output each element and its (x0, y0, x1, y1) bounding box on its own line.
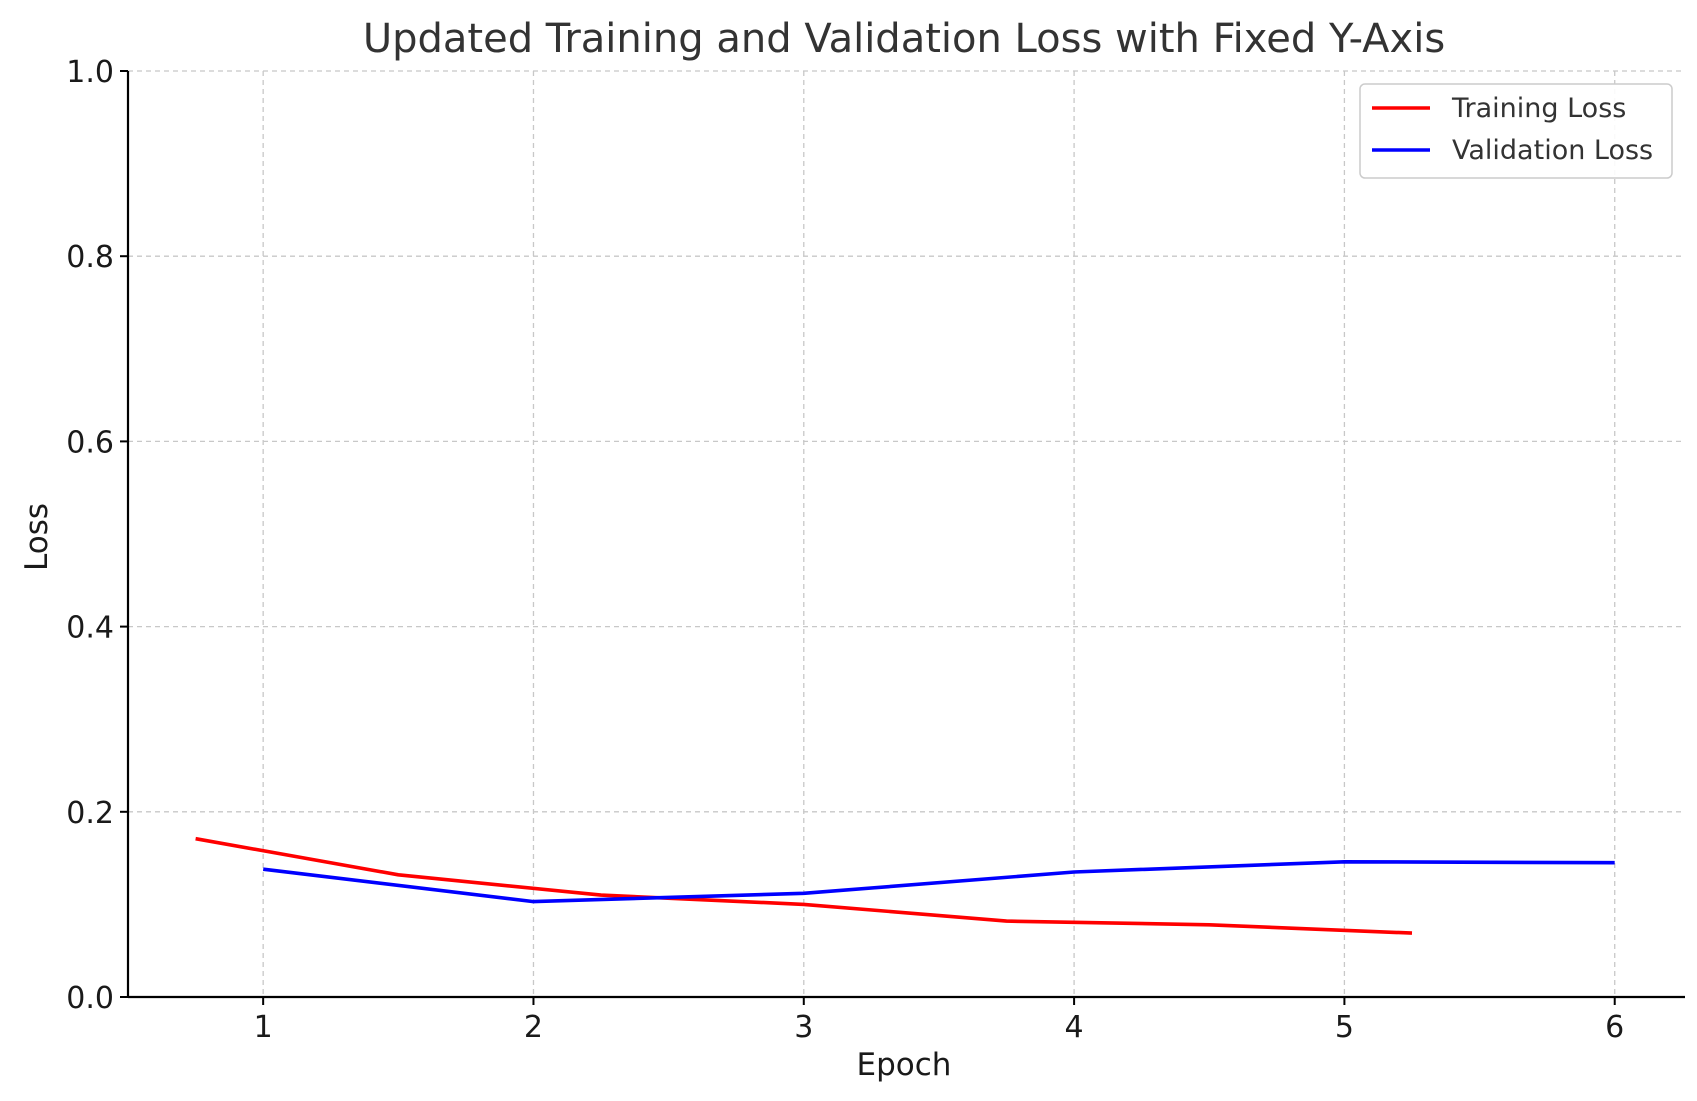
axes (120, 70, 1685, 1005)
y-tick-label: 0.8 (66, 240, 114, 275)
legend-label-validation-loss: Validation Loss (1452, 135, 1653, 166)
x-tick-label: 4 (1065, 1010, 1084, 1045)
y-tick-label: 0.4 (66, 611, 114, 646)
x-tick-label: 1 (254, 1010, 273, 1045)
x-tick-label: 2 (524, 1010, 543, 1045)
series-lines (195, 836, 1615, 935)
tick-labels: 1 2 3 4 5 6 0.0 0.2 0.4 0.6 0.8 1.0 (66, 55, 1624, 1045)
legend-label-training-loss: Training Loss (1451, 93, 1626, 124)
x-tick-label: 3 (794, 1010, 813, 1045)
y-tick-label: 0.2 (66, 796, 114, 831)
grid-lines (128, 70, 1685, 998)
y-tick-label: 0.0 (66, 981, 114, 1016)
y-axis-label: Loss (19, 503, 55, 571)
training-loss-line (195, 836, 1413, 935)
validation-loss-line (262, 859, 1615, 904)
legend: Training Loss Validation Loss (1359, 83, 1673, 179)
chart-title: Updated Training and Validation Loss wit… (363, 16, 1445, 62)
x-tick-label: 5 (1335, 1010, 1354, 1045)
x-axis-label: Epoch (857, 1047, 952, 1083)
legend-box (1359, 83, 1673, 179)
x-tick-label: 6 (1605, 1010, 1624, 1045)
y-tick-label: 1.0 (66, 55, 114, 90)
y-tick-label: 0.6 (66, 425, 114, 460)
